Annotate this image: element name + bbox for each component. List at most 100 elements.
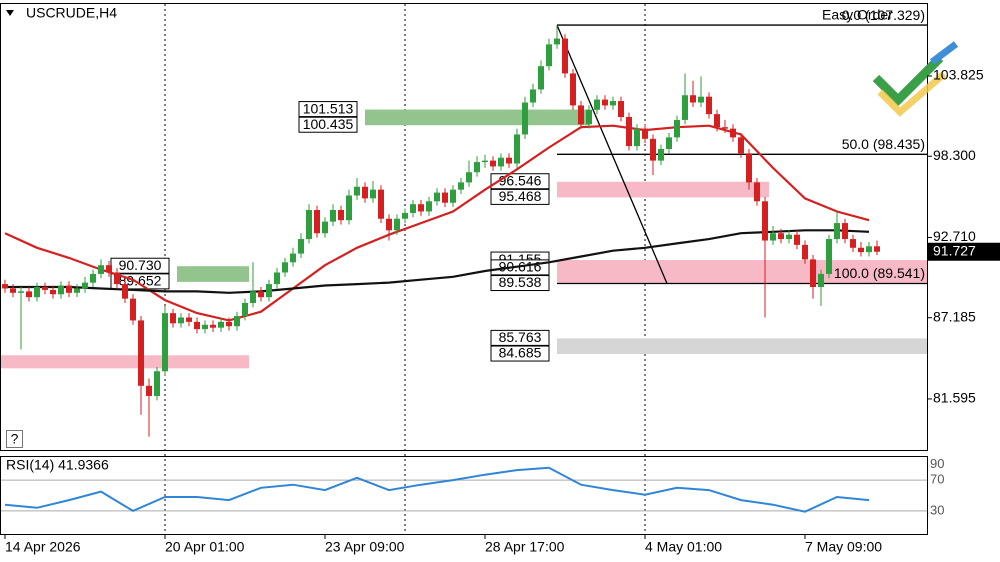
candle-body: [626, 117, 632, 147]
candle-body: [2, 284, 8, 289]
zone-label: 89.538: [499, 274, 542, 290]
candle-body: [458, 182, 464, 190]
y-tick-label: 98.300: [933, 147, 976, 163]
logo: [872, 41, 959, 117]
candle-body: [850, 239, 856, 248]
candle-body: [330, 210, 336, 222]
rsi-tick-label: 90: [930, 456, 944, 471]
candle-body: [434, 192, 440, 202]
candle-body: [506, 157, 512, 164]
candle-body: [82, 282, 88, 289]
candle-body: [66, 285, 72, 293]
candle-body: [258, 291, 264, 298]
fib-label: 50.0 (98.435): [842, 136, 925, 152]
candle-body: [354, 186, 360, 196]
candle-body: [58, 285, 64, 295]
candle-body: [130, 298, 136, 321]
candle-body: [194, 321, 200, 330]
last-price-box: [928, 242, 1000, 261]
candle-body: [322, 221, 328, 234]
candle-body: [602, 99, 608, 106]
candle-body: [138, 320, 144, 386]
candle-body: [714, 114, 720, 128]
zone-label: 95.468: [499, 188, 542, 204]
candle-body: [314, 210, 320, 234]
candle-body: [690, 95, 696, 103]
candle-body: [778, 233, 784, 240]
candle-body: [170, 313, 176, 324]
candle-body: [610, 101, 616, 106]
candle-body: [26, 291, 32, 298]
candle-body: [490, 160, 496, 167]
zone-label-box: [298, 116, 358, 133]
candle-body: [786, 234, 792, 240]
candle-body: [866, 246, 872, 253]
candle-body: [874, 246, 880, 252]
candle-body: [338, 210, 344, 221]
candle-body: [498, 157, 504, 167]
candle-body: [210, 324, 216, 328]
candle-body: [34, 286, 40, 298]
help-label[interactable]: ?: [11, 431, 19, 447]
rsi-tick-label: 70: [930, 472, 944, 487]
y-tick-label: 81.595: [933, 390, 976, 406]
candle-body: [858, 247, 864, 253]
candle-body: [578, 105, 584, 125]
y-tick-label: 87.185: [933, 308, 976, 324]
candle-body: [370, 189, 376, 199]
candle-body: [74, 288, 80, 293]
candle-body: [250, 291, 256, 303]
rsi-label: RSI(14) 41.9366: [6, 457, 109, 473]
candle-body: [842, 223, 848, 240]
candle-body: [226, 321, 232, 327]
x-tick-label: 4 May 01:00: [645, 539, 722, 555]
candle-body: [706, 96, 712, 115]
candle-body: [386, 218, 392, 231]
candle-body: [442, 192, 448, 203]
fib-diagonal: [556, 24, 668, 284]
candle-body: [10, 288, 16, 293]
fib-label: 100.0 (89.541): [834, 265, 925, 281]
x-tick-label: 14 Apr 2026: [5, 539, 81, 555]
candle-body: [794, 234, 800, 245]
candle-body: [826, 239, 832, 274]
candle-body: [146, 385, 152, 396]
x-tick-label: 20 Apr 01:00: [165, 539, 245, 555]
candle-body: [594, 99, 600, 110]
candle-body: [186, 317, 192, 322]
rsi-tick-label: 30: [930, 502, 944, 517]
zone-label-box: [490, 345, 550, 362]
candle-body: [810, 259, 816, 287]
x-tick-label: 23 Apr 09:00: [325, 539, 405, 555]
candle-body: [674, 119, 680, 138]
candle-body: [834, 223, 840, 240]
chart-title: USCRUDE,H4: [26, 5, 117, 21]
help-button[interactable]: [6, 430, 23, 448]
candle-body: [762, 201, 768, 241]
zone-label-box: [490, 329, 550, 346]
tool-label[interactable]: Easy Order: [822, 7, 893, 23]
candle-body: [410, 204, 416, 213]
y-tick-label: 92.710: [933, 228, 976, 244]
candle-body: [698, 96, 704, 103]
candle-body: [618, 101, 624, 118]
candle-body: [682, 95, 688, 120]
zone: [0, 355, 249, 369]
candle-body: [754, 182, 760, 202]
candle-body: [202, 324, 208, 330]
candle-body: [18, 291, 24, 293]
candle-body: [154, 371, 160, 396]
menu-arrow[interactable]: [6, 10, 14, 16]
candle-body: [106, 265, 112, 273]
candle-body: [298, 239, 304, 254]
candle-body: [242, 302, 248, 317]
candle-body: [466, 172, 472, 183]
candle-body: [394, 218, 400, 231]
candle-body: [274, 272, 280, 285]
candle-body: [418, 204, 424, 212]
candle-body: [642, 128, 648, 139]
candle-body: [802, 244, 808, 260]
candle-body: [306, 210, 312, 240]
candle-body: [738, 137, 744, 154]
candle-body: [346, 195, 352, 221]
